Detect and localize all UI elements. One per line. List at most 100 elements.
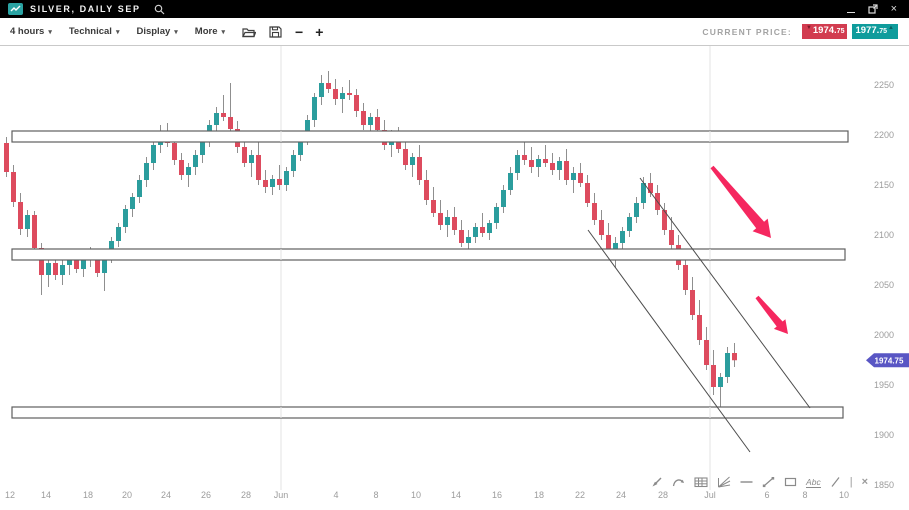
candle-body <box>718 377 723 387</box>
toolbar-separator: | <box>849 476 853 488</box>
open-folder-icon[interactable] <box>242 26 256 38</box>
technical-dropdown[interactable]: Technical ▾ <box>68 26 120 37</box>
candle-body <box>585 183 590 203</box>
arrow-down-icon: ▼ <box>805 25 812 31</box>
current-price-label: CURRENT PRICE: <box>702 26 792 37</box>
candle-body <box>39 248 44 275</box>
close-toolbar-button[interactable]: × <box>861 476 868 488</box>
last-price-tag <box>866 353 909 368</box>
cursor-tool-icon[interactable] <box>651 476 663 488</box>
candle-body <box>18 202 23 229</box>
x-tick-label: 16 <box>492 490 502 500</box>
y-tick-label: 2100 <box>874 230 894 240</box>
more-dropdown[interactable]: More ▾ <box>194 26 225 37</box>
candle-body <box>683 265 688 290</box>
candle-body <box>298 139 303 155</box>
channel-lower[interactable] <box>587 229 751 453</box>
grid-tool-icon[interactable] <box>694 476 708 488</box>
candle-body <box>144 163 149 180</box>
close-button[interactable]: × <box>890 2 897 15</box>
candle-body <box>501 190 506 207</box>
candle-body <box>305 120 310 139</box>
x-tick-label: 8 <box>373 490 378 500</box>
candle-body <box>410 157 415 165</box>
y-tick-label: 2150 <box>874 180 894 190</box>
sr-zone-resistance-2200[interactable] <box>11 130 849 143</box>
candle-body <box>291 155 296 171</box>
display-dropdown[interactable]: Display ▾ <box>136 26 178 37</box>
y-tick-label: 2050 <box>874 280 894 290</box>
down-arrow-annotation[interactable] <box>755 295 789 334</box>
zoom-out-button[interactable]: − <box>295 23 304 40</box>
chart-toolbar: 4 hours ▾ Technical ▾ Display ▾ More ▾ −… <box>0 18 909 46</box>
candle-body <box>263 180 268 187</box>
candle-body <box>543 159 548 163</box>
search-icon[interactable] <box>154 4 165 15</box>
x-tick-label: 28 <box>241 490 251 500</box>
x-tick-label: 4 <box>333 490 338 500</box>
fan-lines-tool-icon[interactable] <box>717 476 731 488</box>
candle-body <box>620 231 625 243</box>
candle-body <box>522 155 527 160</box>
timeframe-dropdown[interactable]: 4 hours ▾ <box>10 26 52 37</box>
x-tick-label: 24 <box>161 490 171 500</box>
candle-body <box>690 290 695 315</box>
candle-body <box>403 149 408 165</box>
sr-zone-support-1920[interactable] <box>11 406 844 419</box>
sr-zone-support-2080[interactable] <box>11 248 846 261</box>
channel-upper[interactable] <box>639 177 811 409</box>
candle-body <box>11 172 16 202</box>
trend-line-tool-icon[interactable] <box>762 476 775 488</box>
save-icon[interactable] <box>269 25 282 38</box>
y-tick-label: 2250 <box>874 80 894 90</box>
candle-body <box>417 157 422 180</box>
x-tick-label: 14 <box>41 490 51 500</box>
candle-body <box>480 227 485 233</box>
candle-body <box>459 230 464 243</box>
candle-body <box>487 223 492 233</box>
candle-body <box>249 155 254 163</box>
candle-body <box>242 147 247 163</box>
rectangle-tool-icon[interactable] <box>784 476 797 488</box>
zoom-in-button[interactable]: + <box>315 23 324 40</box>
candle-body <box>53 263 58 275</box>
x-tick-label: 12 <box>5 490 15 500</box>
candle-body <box>473 227 478 237</box>
candle-body <box>354 95 359 111</box>
text-tool[interactable]: Abc <box>806 476 821 488</box>
candle-body <box>221 113 226 117</box>
y-tick-label: 1900 <box>874 430 894 440</box>
last-price-value: 1974.75 <box>875 356 904 365</box>
down-arrow-annotation[interactable] <box>710 165 772 238</box>
chevron-down-icon: ▾ <box>221 28 225 36</box>
candle-body <box>424 180 429 200</box>
candle-body <box>669 230 674 245</box>
ray-tool-icon[interactable] <box>830 476 841 488</box>
candle-body <box>697 315 702 340</box>
candle-body <box>627 217 632 231</box>
x-tick-label: 10 <box>839 490 849 500</box>
candle-body <box>4 143 9 172</box>
candle-body <box>137 180 142 197</box>
candlestick-chart[interactable]: 2250 2200 2150 2100 2050 2000 1950 1900 1850 12 14… <box>0 46 909 510</box>
candle-body <box>151 145 156 163</box>
candle-body <box>277 179 282 185</box>
popout-button[interactable] <box>867 4 878 14</box>
candle-body <box>368 117 373 125</box>
candle-body <box>536 159 541 167</box>
titlebar: SILVER, DAILY SEP × <box>0 0 909 18</box>
horizontal-line-tool-icon[interactable] <box>740 476 753 488</box>
candle-body <box>123 209 128 227</box>
minimize-button[interactable] <box>846 5 855 13</box>
y-tick-label: 2000 <box>874 330 894 340</box>
candle-body <box>193 155 198 167</box>
candle-body <box>550 163 555 170</box>
candle-body <box>466 237 471 243</box>
candle-body <box>613 243 618 250</box>
candle-body <box>592 203 597 220</box>
candle-body <box>179 160 184 175</box>
candle-body <box>634 203 639 217</box>
curve-arrow-tool-icon[interactable] <box>672 476 685 488</box>
candle-body <box>732 353 737 361</box>
candle-body <box>46 263 51 275</box>
